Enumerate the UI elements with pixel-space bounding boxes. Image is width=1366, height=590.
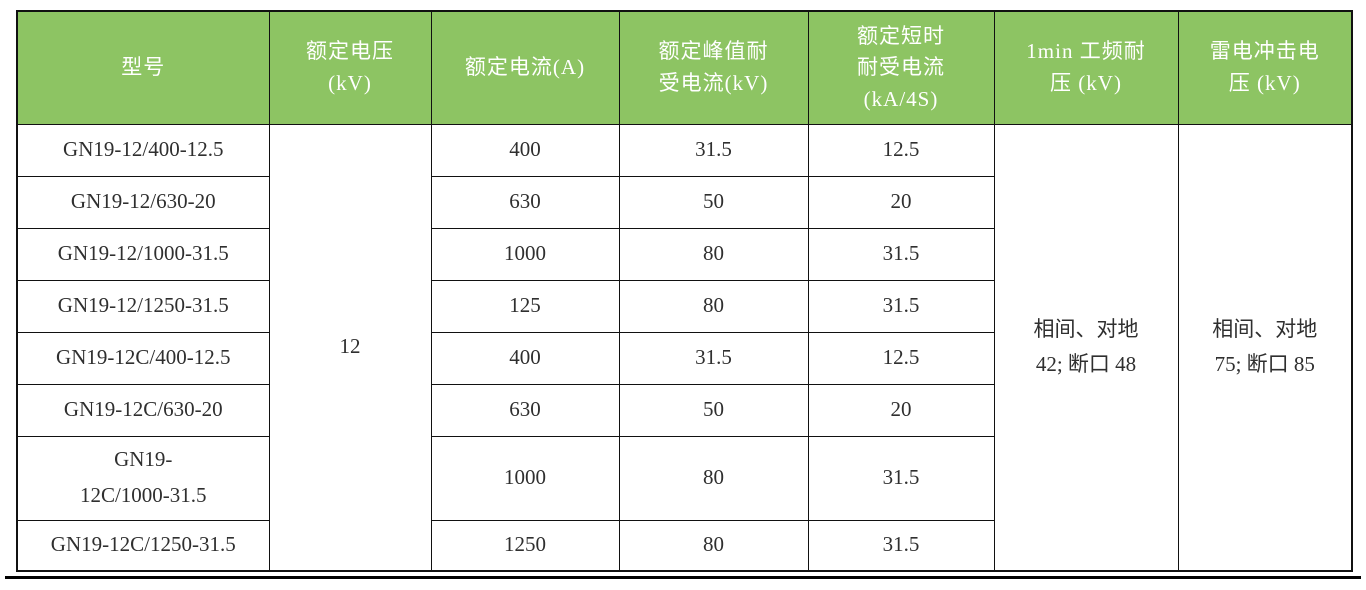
cell-lightning-impulse-merged: 相间、对地 75; 断口 85 [1177, 123, 1353, 572]
switch-spec-table: 型号 额定电压 (kV) 额定电流(A) 额定峰值耐 受电流(kV) 额定短时 … [16, 10, 1353, 572]
col-header-power-frequency-withstand: 1min 工频耐 压 (kV) [993, 10, 1179, 125]
col-header-rated-current: 额定电流(A) [430, 10, 620, 125]
table-row: GN19-12/1000-31.5 1000 80 31.5 [16, 227, 1352, 281]
cell-model: GN19-12/1000-31.5 [16, 227, 270, 281]
cell-rated-current: 400 [430, 123, 620, 177]
cell-short-time-withstand: 20 [807, 383, 995, 437]
cell-short-time-withstand: 12.5 [807, 123, 995, 177]
cell-rated-current: 630 [430, 175, 620, 229]
cell-peak-withstand: 31.5 [618, 331, 809, 385]
cell-power-frequency-merged: 相间、对地 42; 断口 48 [993, 123, 1179, 572]
cell-model: GN19-12/400-12.5 [16, 123, 270, 177]
col-header-rated-voltage: 额定电压 (kV) [268, 10, 432, 125]
cell-peak-withstand: 50 [618, 383, 809, 437]
cell-short-time-withstand: 31.5 [807, 519, 995, 571]
cell-model: GN19-12/630-20 [16, 175, 270, 229]
cell-model: GN19-12C/1250-31.5 [16, 519, 270, 571]
cell-model: GN19- 12C/1000-31.5 [16, 435, 270, 521]
cell-rated-current: 125 [430, 279, 620, 333]
cell-peak-withstand: 80 [618, 435, 809, 521]
cell-peak-withstand: 50 [618, 175, 809, 229]
cell-short-time-withstand: 31.5 [807, 435, 995, 521]
table-row: GN19-12/400-12.5 12 400 31.5 12.5 相间、对地 … [16, 123, 1353, 572]
col-header-lightning-impulse: 雷电冲击电 压 (kV) [1177, 10, 1353, 125]
cell-rated-current: 1000 [430, 435, 620, 521]
col-header-short-time-withstand-current: 额定短时 耐受电流 (kA/4S) [807, 10, 995, 125]
cell-peak-withstand: 80 [618, 519, 809, 571]
col-header-model: 型号 [16, 10, 270, 125]
bottom-page-rule [5, 576, 1361, 579]
cell-model: GN19-12C/630-20 [16, 383, 270, 437]
header-row: 型号 额定电压 (kV) 额定电流(A) 额定峰值耐 受电流(kV) 额定短时 … [16, 10, 1353, 125]
table-row: GN19-12C/630-20 630 50 20 [16, 383, 1352, 437]
cell-rated-current: 400 [430, 331, 620, 385]
cell-short-time-withstand: 20 [807, 175, 995, 229]
cell-short-time-withstand: 12.5 [807, 331, 995, 385]
cell-rated-current: 1000 [430, 227, 620, 281]
table-row: GN19-12C/1250-31.5 1250 80 31.5 [16, 519, 1352, 571]
table-row: GN19- 12C/1000-31.5 1000 80 31.5 [16, 435, 1352, 521]
cell-peak-withstand: 31.5 [618, 123, 809, 177]
cell-model: GN19-12C/400-12.5 [16, 331, 270, 385]
col-header-peak-withstand-current: 额定峰值耐 受电流(kV) [618, 10, 809, 125]
cell-short-time-withstand: 31.5 [807, 227, 995, 281]
table-body: GN19-12/400-12.5 12 400 31.5 12.5 相间、对地 … [16, 123, 1353, 572]
cell-rated-current: 630 [430, 383, 620, 437]
cell-peak-withstand: 80 [618, 279, 809, 333]
cell-rated-voltage-merged: 12 [268, 123, 432, 572]
table-row: GN19-12C/400-12.5 400 31.5 12.5 [16, 331, 1352, 385]
table-row: GN19-12/630-20 630 50 20 [16, 175, 1352, 229]
table-header: 型号 额定电压 (kV) 额定电流(A) 额定峰值耐 受电流(kV) 额定短时 … [16, 10, 1353, 125]
cell-model: GN19-12/1250-31.5 [16, 279, 270, 333]
cell-short-time-withstand: 31.5 [807, 279, 995, 333]
cell-peak-withstand: 80 [618, 227, 809, 281]
cell-rated-current: 1250 [430, 519, 620, 571]
